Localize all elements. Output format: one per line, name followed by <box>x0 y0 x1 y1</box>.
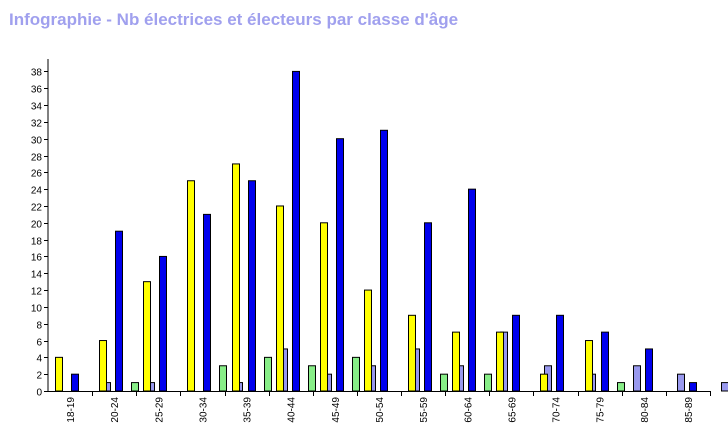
bar <box>276 205 284 392</box>
bar <box>689 382 697 392</box>
x-tick-label: 70-74 <box>552 397 563 423</box>
y-tick-label: 12 <box>31 287 43 298</box>
bar <box>380 129 388 392</box>
x-tick-label: 40-44 <box>287 397 298 423</box>
y-tick-label: 4 <box>36 354 42 365</box>
x-tick-label: 85-89 <box>684 397 695 423</box>
bar <box>424 222 432 392</box>
bar <box>585 340 593 392</box>
y-tick-label: 6 <box>36 338 42 349</box>
bar <box>187 180 195 392</box>
bar <box>721 382 728 392</box>
bar <box>540 373 548 392</box>
bar <box>440 373 448 392</box>
bar <box>99 340 107 392</box>
x-tick-label: 35-39 <box>243 397 254 423</box>
bar <box>601 331 609 392</box>
bar <box>292 70 300 392</box>
bar <box>677 373 685 392</box>
bar <box>232 163 240 392</box>
y-tick-label: 16 <box>31 253 43 264</box>
bar <box>617 382 625 392</box>
x-tick-label: 45-49 <box>331 397 342 423</box>
y-tick-label: 14 <box>31 270 43 281</box>
x-tick-label: 65-69 <box>507 397 518 423</box>
bar <box>556 314 564 392</box>
bar <box>131 382 139 392</box>
bar <box>219 365 227 392</box>
bar <box>484 373 492 392</box>
bar <box>71 373 79 392</box>
chart-title: Infographie - Nb électrices et électeurs… <box>9 10 459 29</box>
bar <box>159 255 167 392</box>
x-tick-label: 18-19 <box>66 397 77 423</box>
x-tick-label: 75-79 <box>596 397 607 423</box>
bar <box>633 365 641 392</box>
y-tick-label: 32 <box>31 119 43 130</box>
bar <box>336 138 344 392</box>
y-tick-label: 18 <box>31 237 43 248</box>
bar <box>408 314 416 392</box>
y-tick-label: 8 <box>36 321 42 332</box>
y-tick-label: 26 <box>31 169 43 180</box>
y-tick-label: 24 <box>31 186 43 197</box>
y-tick-label: 0 <box>36 388 42 399</box>
x-tick-label: 30-34 <box>198 397 209 423</box>
x-tick-label: 80-84 <box>640 397 651 423</box>
bar <box>364 289 372 392</box>
bar <box>308 365 316 392</box>
y-tick-label: 20 <box>31 220 43 231</box>
y-tick-label: 22 <box>31 203 43 214</box>
y-tick-label: 2 <box>36 371 42 382</box>
bar <box>264 356 272 392</box>
y-tick-label: 30 <box>31 136 43 147</box>
y-tick-label: 38 <box>31 68 43 79</box>
x-tick-label: 60-64 <box>463 397 474 423</box>
bar <box>645 348 653 392</box>
x-tick-label: 50-54 <box>375 397 386 423</box>
y-tick-label: 10 <box>31 304 43 315</box>
y-tick-label: 34 <box>31 102 43 113</box>
bar <box>468 188 476 392</box>
x-tick-label: 25-29 <box>154 397 165 423</box>
bar <box>352 356 360 392</box>
bar <box>203 213 211 392</box>
bar <box>452 331 460 392</box>
bar <box>55 356 63 392</box>
y-tick-label: 36 <box>31 85 43 96</box>
bar <box>115 230 123 392</box>
bar <box>320 222 328 392</box>
bar <box>248 180 256 392</box>
bar <box>512 314 520 392</box>
y-tick-label: 28 <box>31 153 43 164</box>
x-tick-label: 20-24 <box>110 397 121 423</box>
bar <box>496 331 504 392</box>
bar <box>143 281 151 392</box>
x-tick-label: 55-59 <box>419 397 430 423</box>
